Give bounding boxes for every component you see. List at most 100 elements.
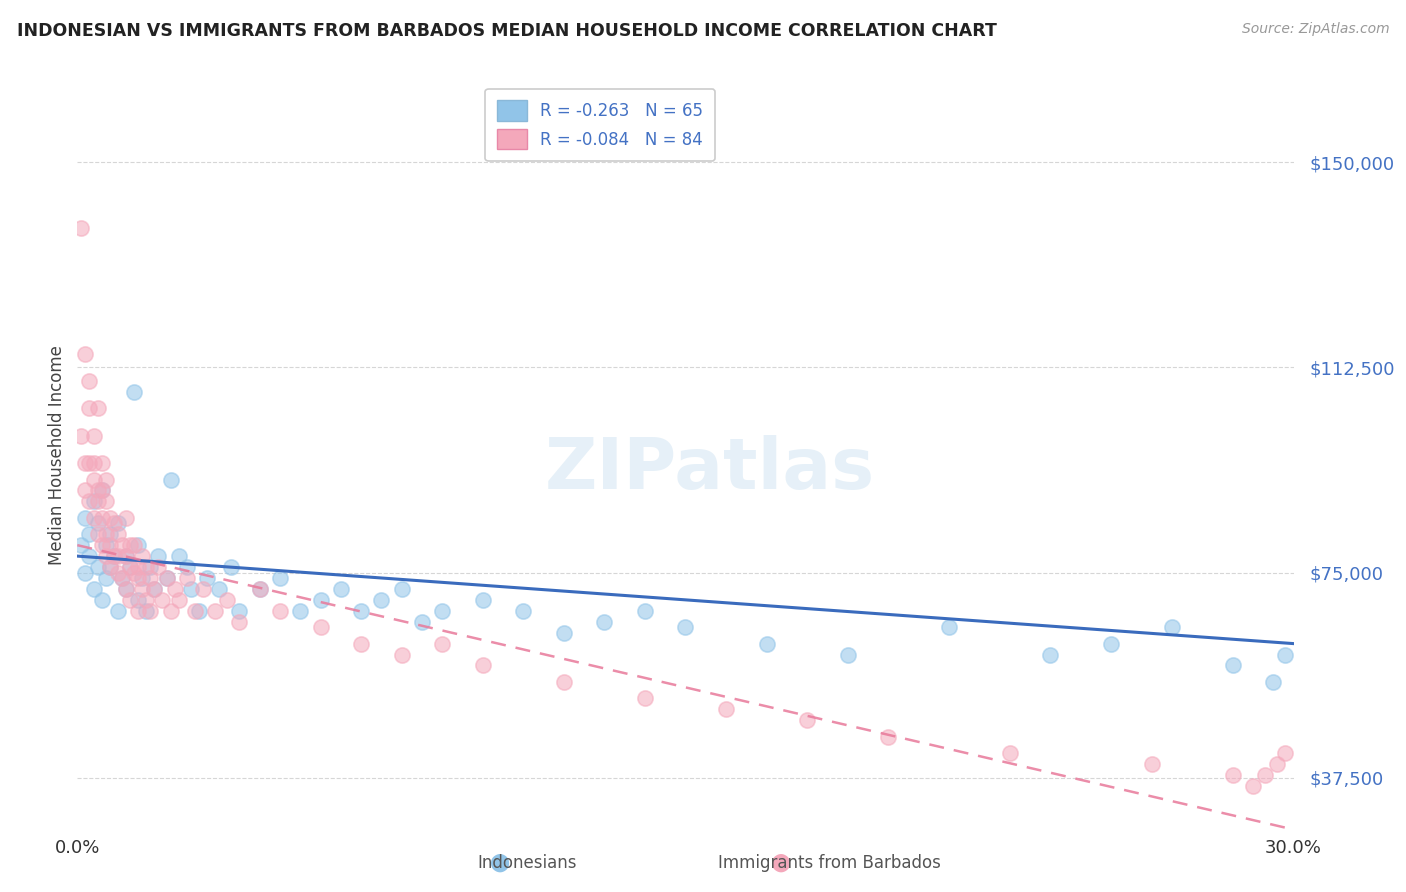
Point	[180, 582, 202, 596]
Point	[309, 620, 332, 634]
Point	[127, 538, 149, 552]
Point	[148, 560, 170, 574]
Point	[86, 483, 108, 498]
Point	[155, 571, 177, 585]
Point	[837, 648, 859, 662]
Point	[714, 702, 737, 716]
Point	[127, 571, 149, 585]
Point	[98, 560, 121, 574]
Point	[103, 549, 125, 563]
Point	[163, 582, 186, 596]
Point	[350, 637, 373, 651]
Text: ZIPatlas: ZIPatlas	[544, 435, 875, 504]
Point	[249, 582, 271, 596]
Point	[103, 516, 125, 531]
Point	[796, 713, 818, 727]
Point	[122, 566, 145, 580]
Point	[350, 604, 373, 618]
Point	[103, 549, 125, 563]
Point	[430, 637, 453, 651]
Point	[148, 549, 170, 563]
Point	[86, 401, 108, 416]
Point	[221, 560, 243, 574]
Point	[249, 582, 271, 596]
Point	[411, 615, 433, 629]
Point	[1241, 779, 1264, 793]
Point	[111, 571, 134, 585]
Point	[90, 456, 112, 470]
Point	[127, 560, 149, 574]
Point	[98, 511, 121, 525]
Point	[634, 691, 657, 706]
Point	[86, 516, 108, 531]
Point	[131, 549, 153, 563]
Point	[90, 511, 112, 525]
Point	[83, 429, 105, 443]
Point	[83, 456, 105, 470]
Point	[127, 592, 149, 607]
Point	[1274, 648, 1296, 662]
Point	[115, 549, 138, 563]
Point	[107, 604, 129, 618]
Point	[70, 429, 93, 443]
Point	[111, 571, 134, 585]
Point	[98, 538, 121, 552]
Point	[1161, 620, 1184, 634]
Point	[430, 604, 453, 618]
Point	[107, 516, 129, 531]
Point	[290, 604, 312, 618]
Point	[152, 592, 174, 607]
Point	[115, 549, 138, 563]
Point	[1222, 768, 1244, 782]
Point	[79, 549, 101, 563]
Text: Source: ZipAtlas.com: Source: ZipAtlas.com	[1241, 22, 1389, 37]
Point	[107, 527, 129, 541]
Point	[111, 538, 134, 552]
Point	[122, 538, 145, 552]
Point	[634, 604, 657, 618]
Point	[79, 374, 101, 388]
Point	[1222, 658, 1244, 673]
Text: ⬤: ⬤	[489, 854, 509, 872]
Point	[98, 527, 121, 541]
Point	[191, 582, 214, 596]
Point	[75, 566, 97, 580]
Point	[309, 592, 332, 607]
Point	[188, 604, 211, 618]
Point	[155, 571, 177, 585]
Point	[208, 582, 231, 596]
Point	[1099, 637, 1122, 651]
Point	[176, 560, 198, 574]
Point	[217, 592, 239, 607]
Point	[115, 511, 138, 525]
Point	[553, 674, 575, 689]
Point	[115, 582, 138, 596]
Point	[118, 560, 141, 574]
Point	[998, 746, 1021, 760]
Point	[94, 571, 117, 585]
Point	[1263, 674, 1285, 689]
Point	[70, 538, 93, 552]
Point	[370, 592, 392, 607]
Point	[94, 494, 117, 508]
Point	[75, 347, 97, 361]
Point	[1265, 756, 1288, 771]
Point	[90, 592, 112, 607]
Text: ⬤: ⬤	[770, 854, 790, 872]
Point	[90, 538, 112, 552]
Point	[118, 592, 141, 607]
Point	[75, 483, 97, 498]
Point	[122, 384, 145, 399]
Point	[1140, 756, 1163, 771]
Point	[391, 648, 413, 662]
Point	[131, 571, 153, 585]
Point	[228, 615, 250, 629]
Point	[79, 527, 101, 541]
Point	[86, 560, 108, 574]
Point	[135, 560, 157, 574]
Point	[115, 582, 138, 596]
Point	[118, 538, 141, 552]
Point	[139, 560, 162, 574]
Point	[127, 604, 149, 618]
Point	[83, 511, 105, 525]
